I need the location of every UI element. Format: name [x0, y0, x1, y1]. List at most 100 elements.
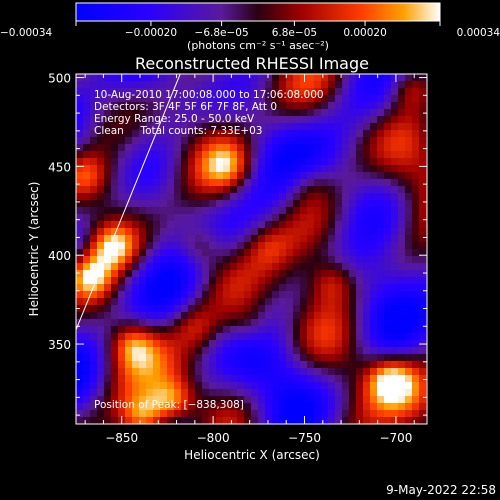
heatmap-cell — [202, 74, 210, 82]
heatmap-cell — [286, 277, 294, 285]
heatmap-cell — [174, 207, 182, 215]
heatmap-cell — [160, 249, 168, 257]
heatmap-cell — [328, 116, 336, 124]
heatmap-cell — [419, 81, 427, 89]
heatmap-cell — [398, 347, 406, 355]
heatmap-cell — [244, 221, 252, 229]
heatmap-cell — [398, 389, 406, 397]
heatmap-cell — [223, 284, 231, 292]
heatmap-cell — [97, 333, 105, 341]
heatmap-cell — [265, 340, 273, 348]
heatmap-cell — [174, 130, 182, 138]
heatmap-cell — [272, 270, 280, 278]
heatmap-cell — [300, 109, 308, 117]
heatmap-cell — [132, 158, 140, 166]
heatmap-cell — [83, 319, 91, 327]
heatmap-cell — [272, 137, 280, 145]
heatmap-cell — [244, 284, 252, 292]
heatmap-cell — [356, 263, 364, 271]
heatmap-cell — [307, 305, 315, 313]
heatmap-cell — [139, 256, 147, 264]
heatmap-cell — [377, 354, 385, 362]
heatmap-cell — [286, 214, 294, 222]
heatmap-cell — [279, 333, 287, 341]
heatmap-cell — [321, 123, 329, 131]
heatmap-cell — [349, 242, 357, 250]
heatmap-cell — [321, 326, 329, 334]
heatmap-cell — [230, 81, 238, 89]
heatmap-cell — [244, 298, 252, 306]
heatmap-cell — [174, 221, 182, 229]
heatmap-cell — [230, 123, 238, 131]
heatmap-cell — [335, 116, 343, 124]
heatmap-cell — [405, 221, 413, 229]
heatmap-cell — [398, 256, 406, 264]
heatmap-cell — [265, 417, 273, 424]
heatmap-cell — [244, 200, 252, 208]
heatmap-cell — [244, 417, 252, 424]
heatmap-cell — [363, 144, 371, 152]
heatmap-cell — [139, 319, 147, 327]
heatmap-cell — [202, 277, 210, 285]
heatmap-cell — [363, 277, 371, 285]
heatmap-cell — [377, 249, 385, 257]
heatmap-cell — [349, 207, 357, 215]
heatmap-cell — [111, 312, 119, 320]
heatmap-cell — [300, 305, 308, 313]
heatmap-cell — [160, 326, 168, 334]
heatmap-cell — [293, 123, 301, 131]
heatmap-cell — [405, 403, 413, 411]
heatmap-cell — [174, 228, 182, 236]
heatmap-cell — [76, 410, 84, 418]
heatmap-cell — [230, 74, 238, 82]
heatmap-cell — [111, 396, 119, 404]
heatmap-cell — [314, 109, 322, 117]
heatmap-cell — [97, 200, 105, 208]
heatmap-cell — [419, 102, 427, 110]
heatmap-cell — [160, 193, 168, 201]
heatmap-cell — [188, 263, 196, 271]
heatmap-cell — [76, 214, 84, 222]
heatmap-cell — [279, 305, 287, 313]
heatmap-cell — [300, 186, 308, 194]
heatmap-cell — [83, 123, 91, 131]
heatmap-cell — [335, 228, 343, 236]
heatmap-cell — [349, 396, 357, 404]
heatmap-cell — [286, 207, 294, 215]
heatmap-cell — [314, 375, 322, 383]
heatmap-cell — [181, 396, 189, 404]
heatmap-cell — [139, 291, 147, 299]
heatmap-cell — [328, 81, 336, 89]
heatmap-cell — [321, 277, 329, 285]
heatmap-cell — [272, 319, 280, 327]
heatmap-cell — [258, 417, 266, 424]
heatmap-cell — [405, 74, 413, 82]
heatmap-cell — [272, 298, 280, 306]
heatmap-cell — [139, 242, 147, 250]
heatmap-cell — [90, 228, 98, 236]
heatmap-cell — [118, 123, 126, 131]
heatmap-cell — [398, 242, 406, 250]
heatmap-cell — [363, 270, 371, 278]
heatmap-cell — [104, 347, 112, 355]
heatmap-cell — [377, 144, 385, 152]
heatmap-cell — [363, 81, 371, 89]
heatmap-cell — [321, 375, 329, 383]
heatmap-cell — [335, 389, 343, 397]
heatmap-cell — [209, 256, 217, 264]
heatmap-cell — [349, 277, 357, 285]
heatmap-cell — [377, 151, 385, 159]
heatmap-cell — [265, 116, 273, 124]
heatmap-cell — [230, 186, 238, 194]
heatmap-cell — [125, 263, 133, 271]
heatmap-cell — [223, 375, 231, 383]
heatmap-cell — [125, 207, 133, 215]
heatmap-cell — [174, 151, 182, 159]
heatmap-cell — [209, 263, 217, 271]
heatmap-cell — [167, 403, 175, 411]
heatmap-cell — [349, 74, 357, 82]
heatmap-cell — [342, 291, 350, 299]
heatmap-cell — [328, 305, 336, 313]
heatmap-cell — [419, 375, 427, 383]
heatmap-cell — [307, 179, 315, 187]
